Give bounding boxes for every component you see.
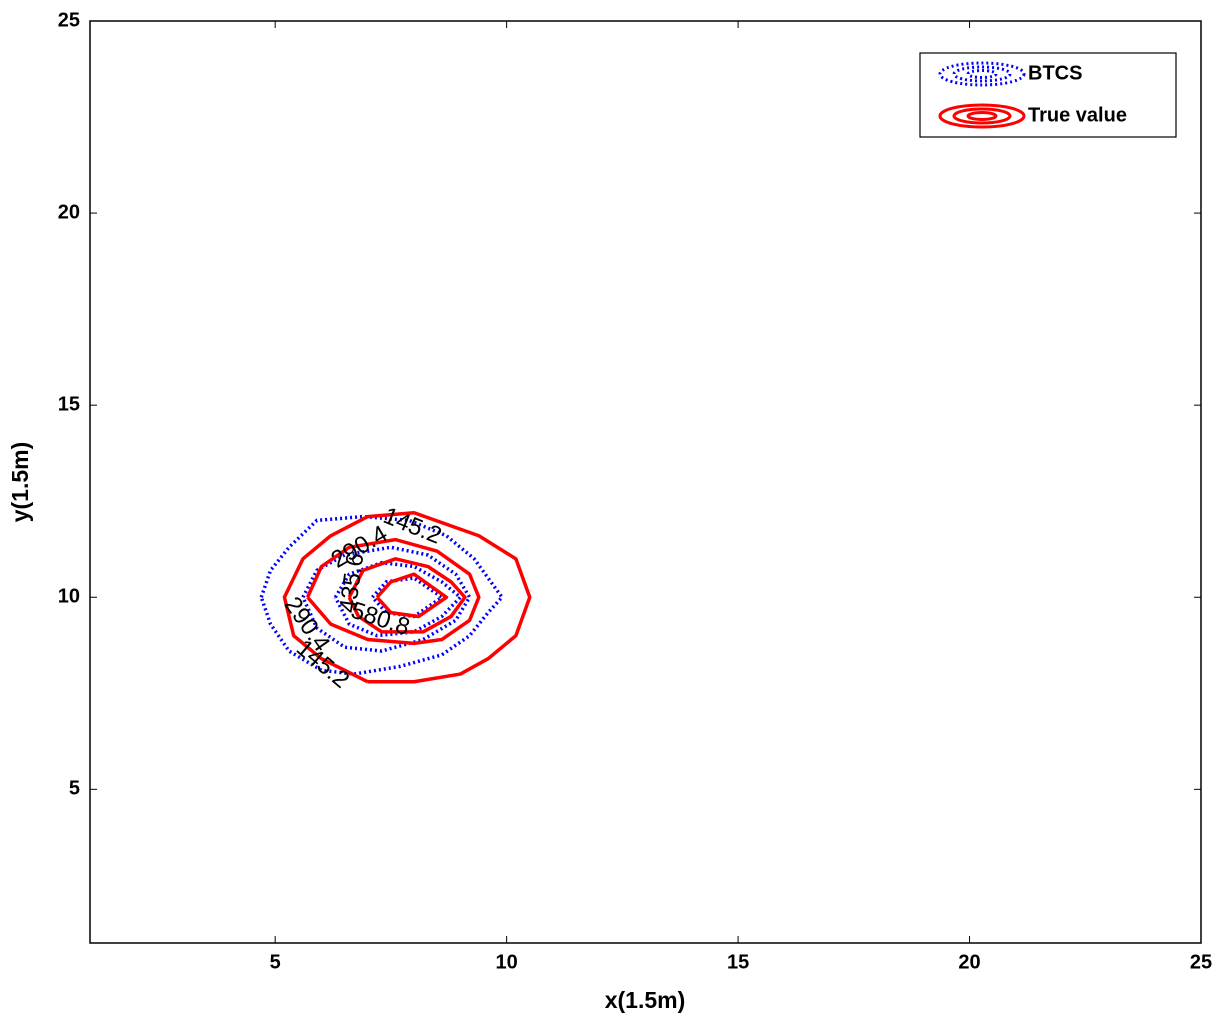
y-tick-label: 25	[58, 9, 80, 31]
contour-line	[259, 514, 504, 676]
legend-label: BTCS	[1028, 62, 1082, 84]
y-tick-label: 5	[69, 778, 80, 800]
y-axis-label: y(1.5m)	[7, 442, 33, 523]
legend-swatch	[938, 103, 1026, 129]
x-axis-label: x(1.5m)	[605, 987, 686, 1013]
legend-box	[919, 52, 1177, 138]
legend-swatch	[952, 65, 1012, 83]
y-tick-label: 10	[58, 586, 80, 608]
contour-line	[347, 557, 467, 634]
contour-line	[305, 537, 481, 646]
plot-area	[89, 20, 1202, 944]
legend-label: True value	[1028, 104, 1127, 126]
contour-line	[333, 560, 463, 638]
legend-swatch	[966, 69, 998, 79]
x-tick-label: 15	[727, 951, 749, 973]
y-tick-label: 20	[58, 201, 80, 223]
legend-swatch	[966, 111, 998, 121]
x-tick-label: 10	[496, 951, 518, 973]
contour-line	[371, 576, 444, 619]
legend: BTCS True value	[919, 52, 1177, 138]
legend-swatch	[952, 107, 1012, 125]
x-tick-label: 5	[270, 951, 281, 973]
legend-swatch	[938, 61, 1026, 87]
x-tick-label: 20	[958, 951, 980, 973]
contour-line	[282, 510, 532, 684]
contour-line	[375, 572, 449, 619]
y-tick-label: 15	[58, 393, 80, 415]
x-tick-label: 25	[1190, 951, 1212, 973]
